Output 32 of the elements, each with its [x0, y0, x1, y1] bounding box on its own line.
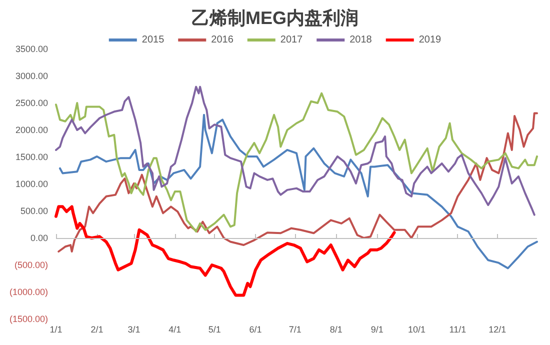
line-series	[55, 92, 538, 233]
y-tick-label: 2000.00	[15, 125, 48, 135]
legend-label: 2018	[350, 34, 372, 46]
x-tick-label: 11/1	[449, 324, 466, 334]
line-series	[54, 205, 396, 297]
y-tick-label: 1500.00	[15, 152, 48, 162]
legend-label: 2016	[211, 34, 234, 46]
x-tick-label: 10/1	[408, 324, 426, 334]
x-tick-label: 5/1	[208, 324, 221, 334]
chart-title: 乙烯制MEG内盘利润	[191, 8, 359, 28]
legend-label: 2015	[142, 34, 165, 46]
y-tick-label: 2500.00	[15, 98, 48, 108]
y-tick-label: 3500.00	[15, 44, 48, 54]
legend-label: 2019	[418, 34, 442, 46]
x-tick-label: 7/1	[288, 324, 302, 334]
y-tick-label: (1500.00)	[9, 314, 48, 324]
line-series	[55, 86, 536, 216]
x-tick-label: 3/1	[128, 324, 140, 334]
x-tick-label: 12/1	[488, 324, 506, 334]
x-tick-label: 4/1	[168, 324, 182, 334]
x-tick-label: 2/1	[90, 324, 104, 334]
x-tick-label: 1/1	[50, 324, 62, 334]
legend-label: 2017	[280, 34, 304, 46]
y-tick-label: 1000.00	[15, 179, 48, 189]
y-tick-label: (500.00)	[14, 260, 48, 270]
x-tick-label: 8/1	[330, 324, 342, 334]
y-tick-label: 500.00	[20, 206, 48, 216]
y-tick-label: 0.00	[30, 233, 48, 243]
x-tick-label: 9/1	[370, 324, 384, 334]
y-tick-label: 3000.00	[15, 71, 48, 81]
x-tick-label: 6/1	[249, 324, 262, 334]
y-tick-label: (1000.00)	[9, 287, 48, 297]
